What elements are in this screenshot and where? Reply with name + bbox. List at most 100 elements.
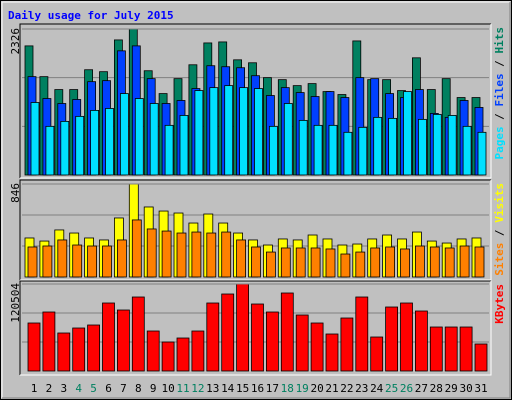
- bar: [236, 283, 250, 372]
- panel-bevel: [20, 281, 492, 376]
- bar: [295, 247, 306, 278]
- bar: [206, 232, 217, 278]
- bar: [164, 124, 174, 176]
- bar: [27, 322, 41, 372]
- legend-entry: Files: [493, 73, 506, 106]
- x-tick-label: 12: [191, 382, 204, 395]
- bar: [385, 306, 399, 372]
- bar: [355, 251, 366, 278]
- x-tick-label: 31: [474, 382, 487, 395]
- bar: [87, 245, 97, 278]
- bar: [462, 125, 472, 176]
- bar: [72, 327, 86, 372]
- bar: [459, 245, 470, 278]
- x-tick-label: 5: [90, 382, 97, 395]
- x-tick-label: 4: [75, 382, 82, 395]
- x-tick-label: 17: [266, 382, 279, 395]
- bar: [75, 115, 85, 176]
- bar: [221, 231, 232, 278]
- bar: [429, 326, 443, 372]
- bar: [179, 115, 189, 176]
- x-tick-label: 25: [385, 382, 398, 395]
- bar: [403, 91, 412, 176]
- bar: [280, 292, 294, 372]
- bar: [444, 247, 455, 278]
- x-tick-label: 26: [400, 382, 413, 395]
- bar: [343, 131, 353, 176]
- x-tick-label: 22: [340, 382, 353, 395]
- bar: [102, 302, 115, 372]
- x-tick-label: 3: [60, 382, 67, 395]
- x-tick-label: 24: [370, 382, 384, 395]
- x-tick-label: 2: [46, 382, 53, 395]
- bar: [194, 90, 204, 176]
- bar: [221, 293, 235, 372]
- panel-bevel: [19, 179, 491, 280]
- bar: [149, 103, 159, 176]
- bar: [268, 125, 278, 176]
- bar: [340, 253, 351, 278]
- y-tick-label: 120504: [9, 283, 22, 323]
- bar: [447, 115, 457, 176]
- bar: [87, 324, 100, 372]
- bar: [134, 98, 144, 176]
- x-tick-label: 20: [310, 382, 323, 395]
- panel-bevel: [20, 180, 492, 281]
- bar: [30, 102, 40, 176]
- panel-bevel: [20, 24, 492, 179]
- bar: [239, 87, 249, 176]
- bar: [295, 314, 309, 372]
- bar: [328, 124, 338, 176]
- bar: [325, 333, 339, 372]
- bar: [57, 332, 71, 372]
- bar: [310, 247, 321, 278]
- bar: [358, 126, 368, 176]
- x-tick-label: 21: [325, 382, 338, 395]
- x-tick-label: 28: [430, 382, 443, 395]
- bar: [27, 246, 38, 278]
- bar: [370, 336, 384, 372]
- bar: [283, 103, 293, 176]
- bar: [209, 87, 219, 176]
- bar: [120, 93, 129, 176]
- bar: [236, 239, 247, 278]
- x-tick-label: 23: [355, 382, 368, 395]
- bar: [313, 124, 323, 176]
- bar: [429, 246, 440, 278]
- bar: [105, 108, 114, 176]
- x-tick-label: 6: [105, 382, 112, 395]
- panel-bevel: [19, 280, 491, 375]
- bar: [206, 302, 220, 372]
- x-tick-label: 18: [281, 382, 294, 395]
- bar: [72, 244, 83, 278]
- bar: [42, 245, 53, 278]
- bar: [474, 246, 485, 278]
- legend-separator: /: [493, 107, 506, 127]
- legend: Sites / Visits: [493, 183, 506, 276]
- x-tick-label: 10: [161, 382, 174, 395]
- bar: [254, 88, 263, 176]
- x-tick-label: 15: [236, 382, 249, 395]
- bar: [251, 246, 261, 278]
- bar: [414, 245, 425, 278]
- bar: [432, 114, 442, 176]
- bar: [444, 326, 458, 372]
- bar: [400, 302, 413, 372]
- bar: [60, 120, 70, 176]
- x-tick-label: 14: [221, 382, 235, 395]
- legend: KBytes: [493, 284, 506, 324]
- bar: [191, 231, 202, 278]
- bar: [298, 119, 308, 176]
- bar: [414, 310, 428, 372]
- legend-separator: /: [493, 54, 506, 74]
- bar: [176, 232, 187, 278]
- x-tick-label: 8: [135, 382, 142, 395]
- panel-bevel: [19, 23, 491, 178]
- bar: [102, 245, 112, 278]
- legend-entry: KBytes: [493, 284, 506, 324]
- bar: [265, 311, 279, 372]
- bar: [388, 117, 398, 176]
